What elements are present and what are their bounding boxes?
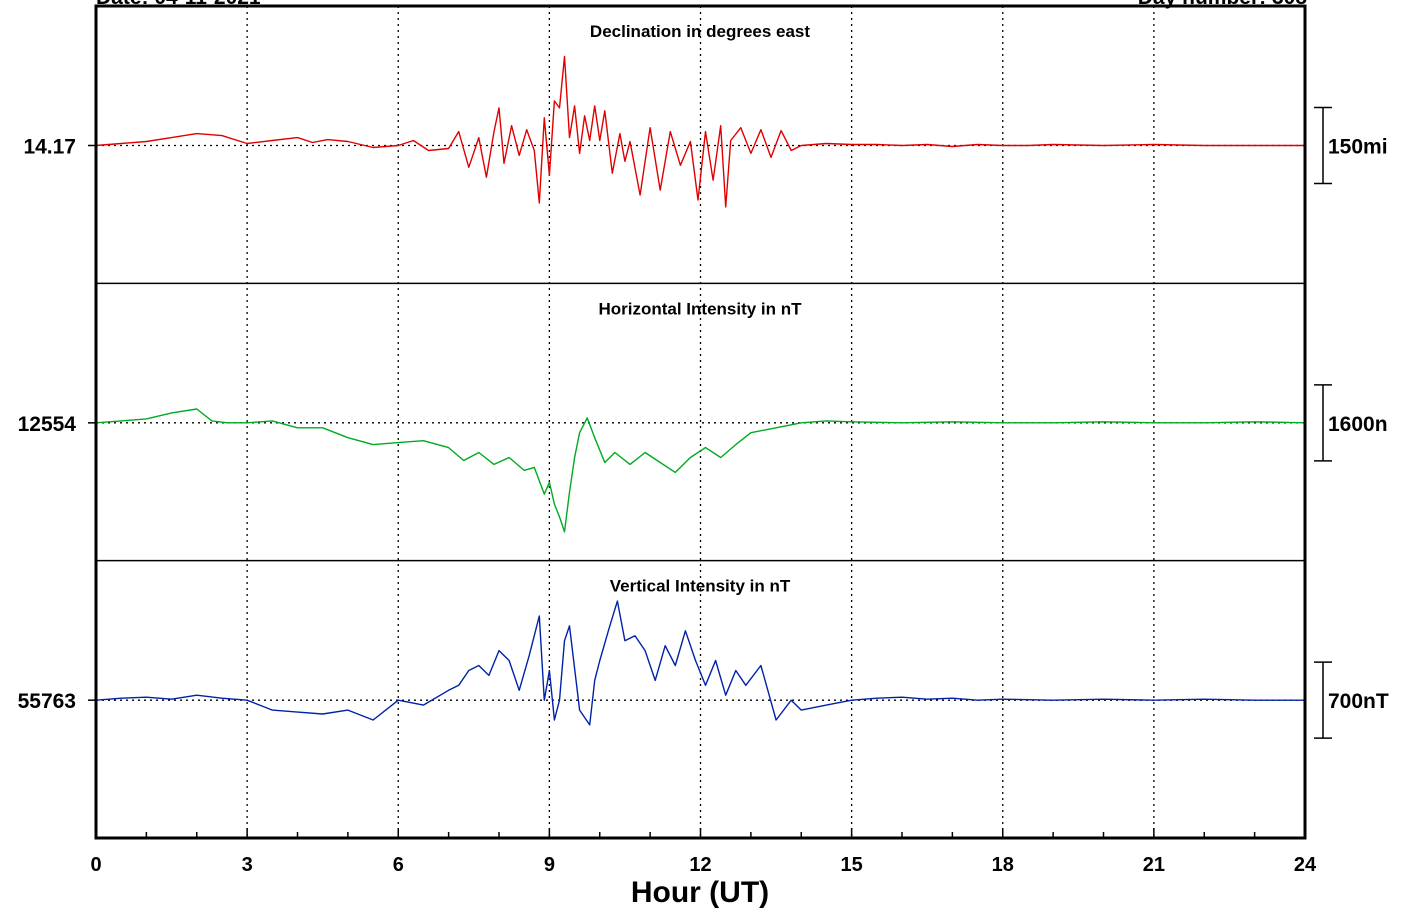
- baseline-value-label: 55763: [18, 690, 76, 713]
- series-line: [95, 600, 1305, 726]
- x-tick-label: 24: [1294, 854, 1317, 876]
- x-tick-label: 15: [841, 854, 863, 876]
- baseline-value-label: 12554: [18, 413, 77, 436]
- x-axis: 0 3 6 9 12 15 18 21 24: [90, 828, 1317, 876]
- series-line: [95, 408, 1306, 533]
- panels-layer: Declination in degrees east 14.17 150mi Hor…: [18, 22, 1389, 739]
- baseline-value-label: 14.17: [23, 135, 76, 158]
- series-line: [95, 55, 1305, 208]
- panel-title: Horizontal Intensity in nT: [598, 299, 802, 318]
- scale-label: 700nT: [1328, 690, 1389, 713]
- x-tick-label: 18: [992, 854, 1014, 876]
- panel-title: Declination in degrees east: [590, 22, 810, 41]
- x-tick-label: 6: [393, 854, 404, 876]
- scale-label: 150mi: [1328, 135, 1388, 158]
- panel-title: Vertical Intensity in nT: [610, 577, 791, 596]
- scale-label: 1600n: [1328, 413, 1388, 436]
- x-tick-label: 9: [544, 854, 555, 876]
- x-tick-label: 21: [1143, 854, 1165, 876]
- x-tick-label: 0: [90, 854, 101, 876]
- x-tick-label: 3: [242, 854, 253, 876]
- grid-layer: [96, 6, 1305, 838]
- x-axis-label: Hour (UT): [631, 876, 769, 909]
- x-tick-label: 12: [689, 854, 711, 876]
